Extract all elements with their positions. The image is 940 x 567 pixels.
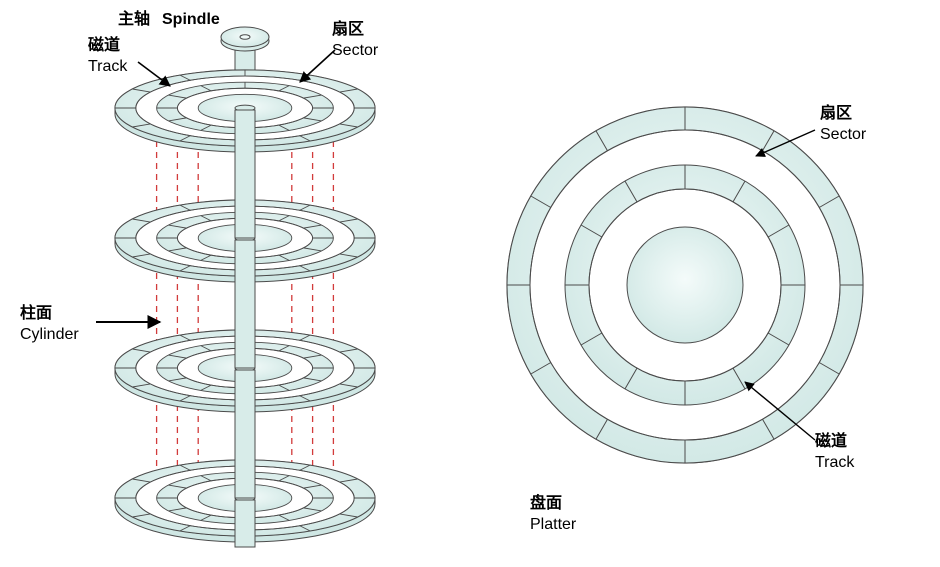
track-label-right: 磁道 Track [815,432,854,474]
sector-label-right: 扇区 Sector [820,104,866,146]
cylinder-label: 柱面 Cylinder [20,304,79,346]
track-label-left: 磁道 Track [88,36,127,78]
spindle-cn: 主轴 [118,11,150,28]
sector-cn: 扇区 [332,20,378,41]
cylinder-cn: 柱面 [20,304,79,325]
spindle-en-left: Spindle [162,10,220,31]
track-cn: 磁道 [88,36,127,57]
sector-label-left: 扇区 Sector [332,20,378,62]
platter-label: 盘面 Platter [530,494,576,536]
spindle-label-left: 主轴 [118,10,150,31]
sector-en: Sector [332,41,378,62]
track-en: Track [88,57,127,78]
cylinder-en: Cylinder [20,325,79,346]
